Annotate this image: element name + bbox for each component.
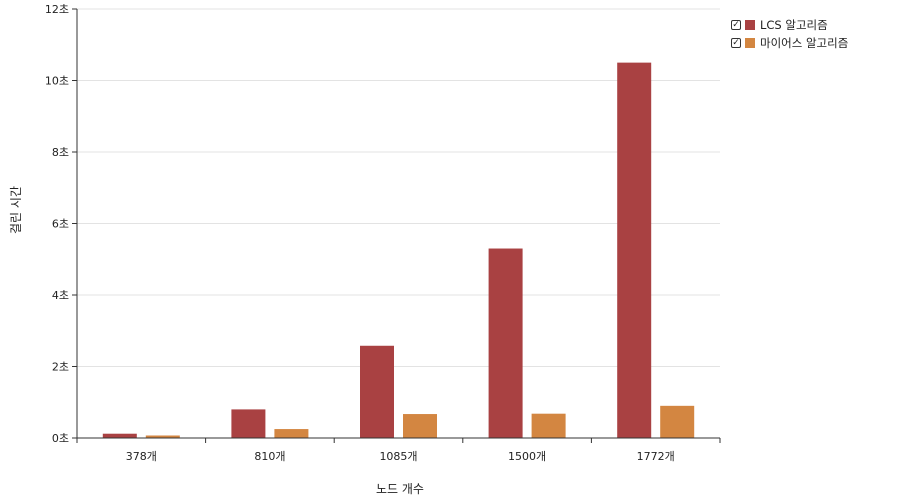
bar-lcs[interactable] (360, 345, 394, 438)
legend-label-lcs: LCS 알고리즘 (760, 18, 828, 32)
legend-label-myers: 마이어스 알고리즘 (760, 36, 849, 50)
legend-item-myers[interactable]: ✓ 마이어스 알고리즘 (731, 34, 848, 52)
bar-lcs[interactable] (102, 433, 137, 438)
x-tick-label: 1500개 (508, 450, 546, 463)
y-tick-label: 6초 (52, 218, 69, 231)
x-tick-label: 1772개 (637, 450, 675, 463)
checkbox-icon[interactable]: ✓ (731, 19, 741, 30)
bars (102, 62, 695, 438)
grid-lines (77, 8, 720, 367)
legend-swatch-lcs (745, 20, 755, 30)
y-tick-label: 2초 (52, 361, 69, 374)
legend-item-lcs[interactable]: ✓ LCS 알고리즘 (731, 16, 848, 34)
x-axis-title: 노드 개수 (376, 482, 424, 496)
checkbox-icon[interactable]: ✓ (731, 37, 741, 48)
y-axis-title: 걸린 시간 (9, 186, 23, 234)
bar-myers[interactable] (145, 435, 180, 438)
bar-lcs[interactable] (617, 62, 652, 438)
y-tick-label: 8초 (52, 146, 69, 159)
bar-myers[interactable] (660, 405, 695, 438)
bar-lcs[interactable] (488, 248, 523, 438)
bar-lcs[interactable] (231, 409, 266, 438)
y-tick-label: 10초 (45, 75, 69, 88)
x-tick-label: 810개 (254, 450, 285, 463)
legend: ✓ LCS 알고리즘 ✓ 마이어스 알고리즘 (731, 16, 848, 52)
x-tick-label: 378개 (126, 450, 157, 463)
legend-swatch-myers (745, 38, 755, 48)
y-tick-label: 4초 (52, 289, 69, 302)
y-tick-label: 12초 (45, 3, 69, 16)
y-ticks: 0초 2초 4초 6초 8초 10초 12초 (45, 3, 77, 445)
y-tick-label: 0초 (52, 432, 69, 445)
x-ticks: 378개 810개 1085개 1500개 1772개 (76, 438, 721, 463)
bar-myers[interactable] (403, 414, 437, 438)
x-tick-label: 1085개 (379, 450, 417, 463)
bar-myers[interactable] (531, 413, 566, 438)
bar-myers[interactable] (274, 429, 309, 438)
